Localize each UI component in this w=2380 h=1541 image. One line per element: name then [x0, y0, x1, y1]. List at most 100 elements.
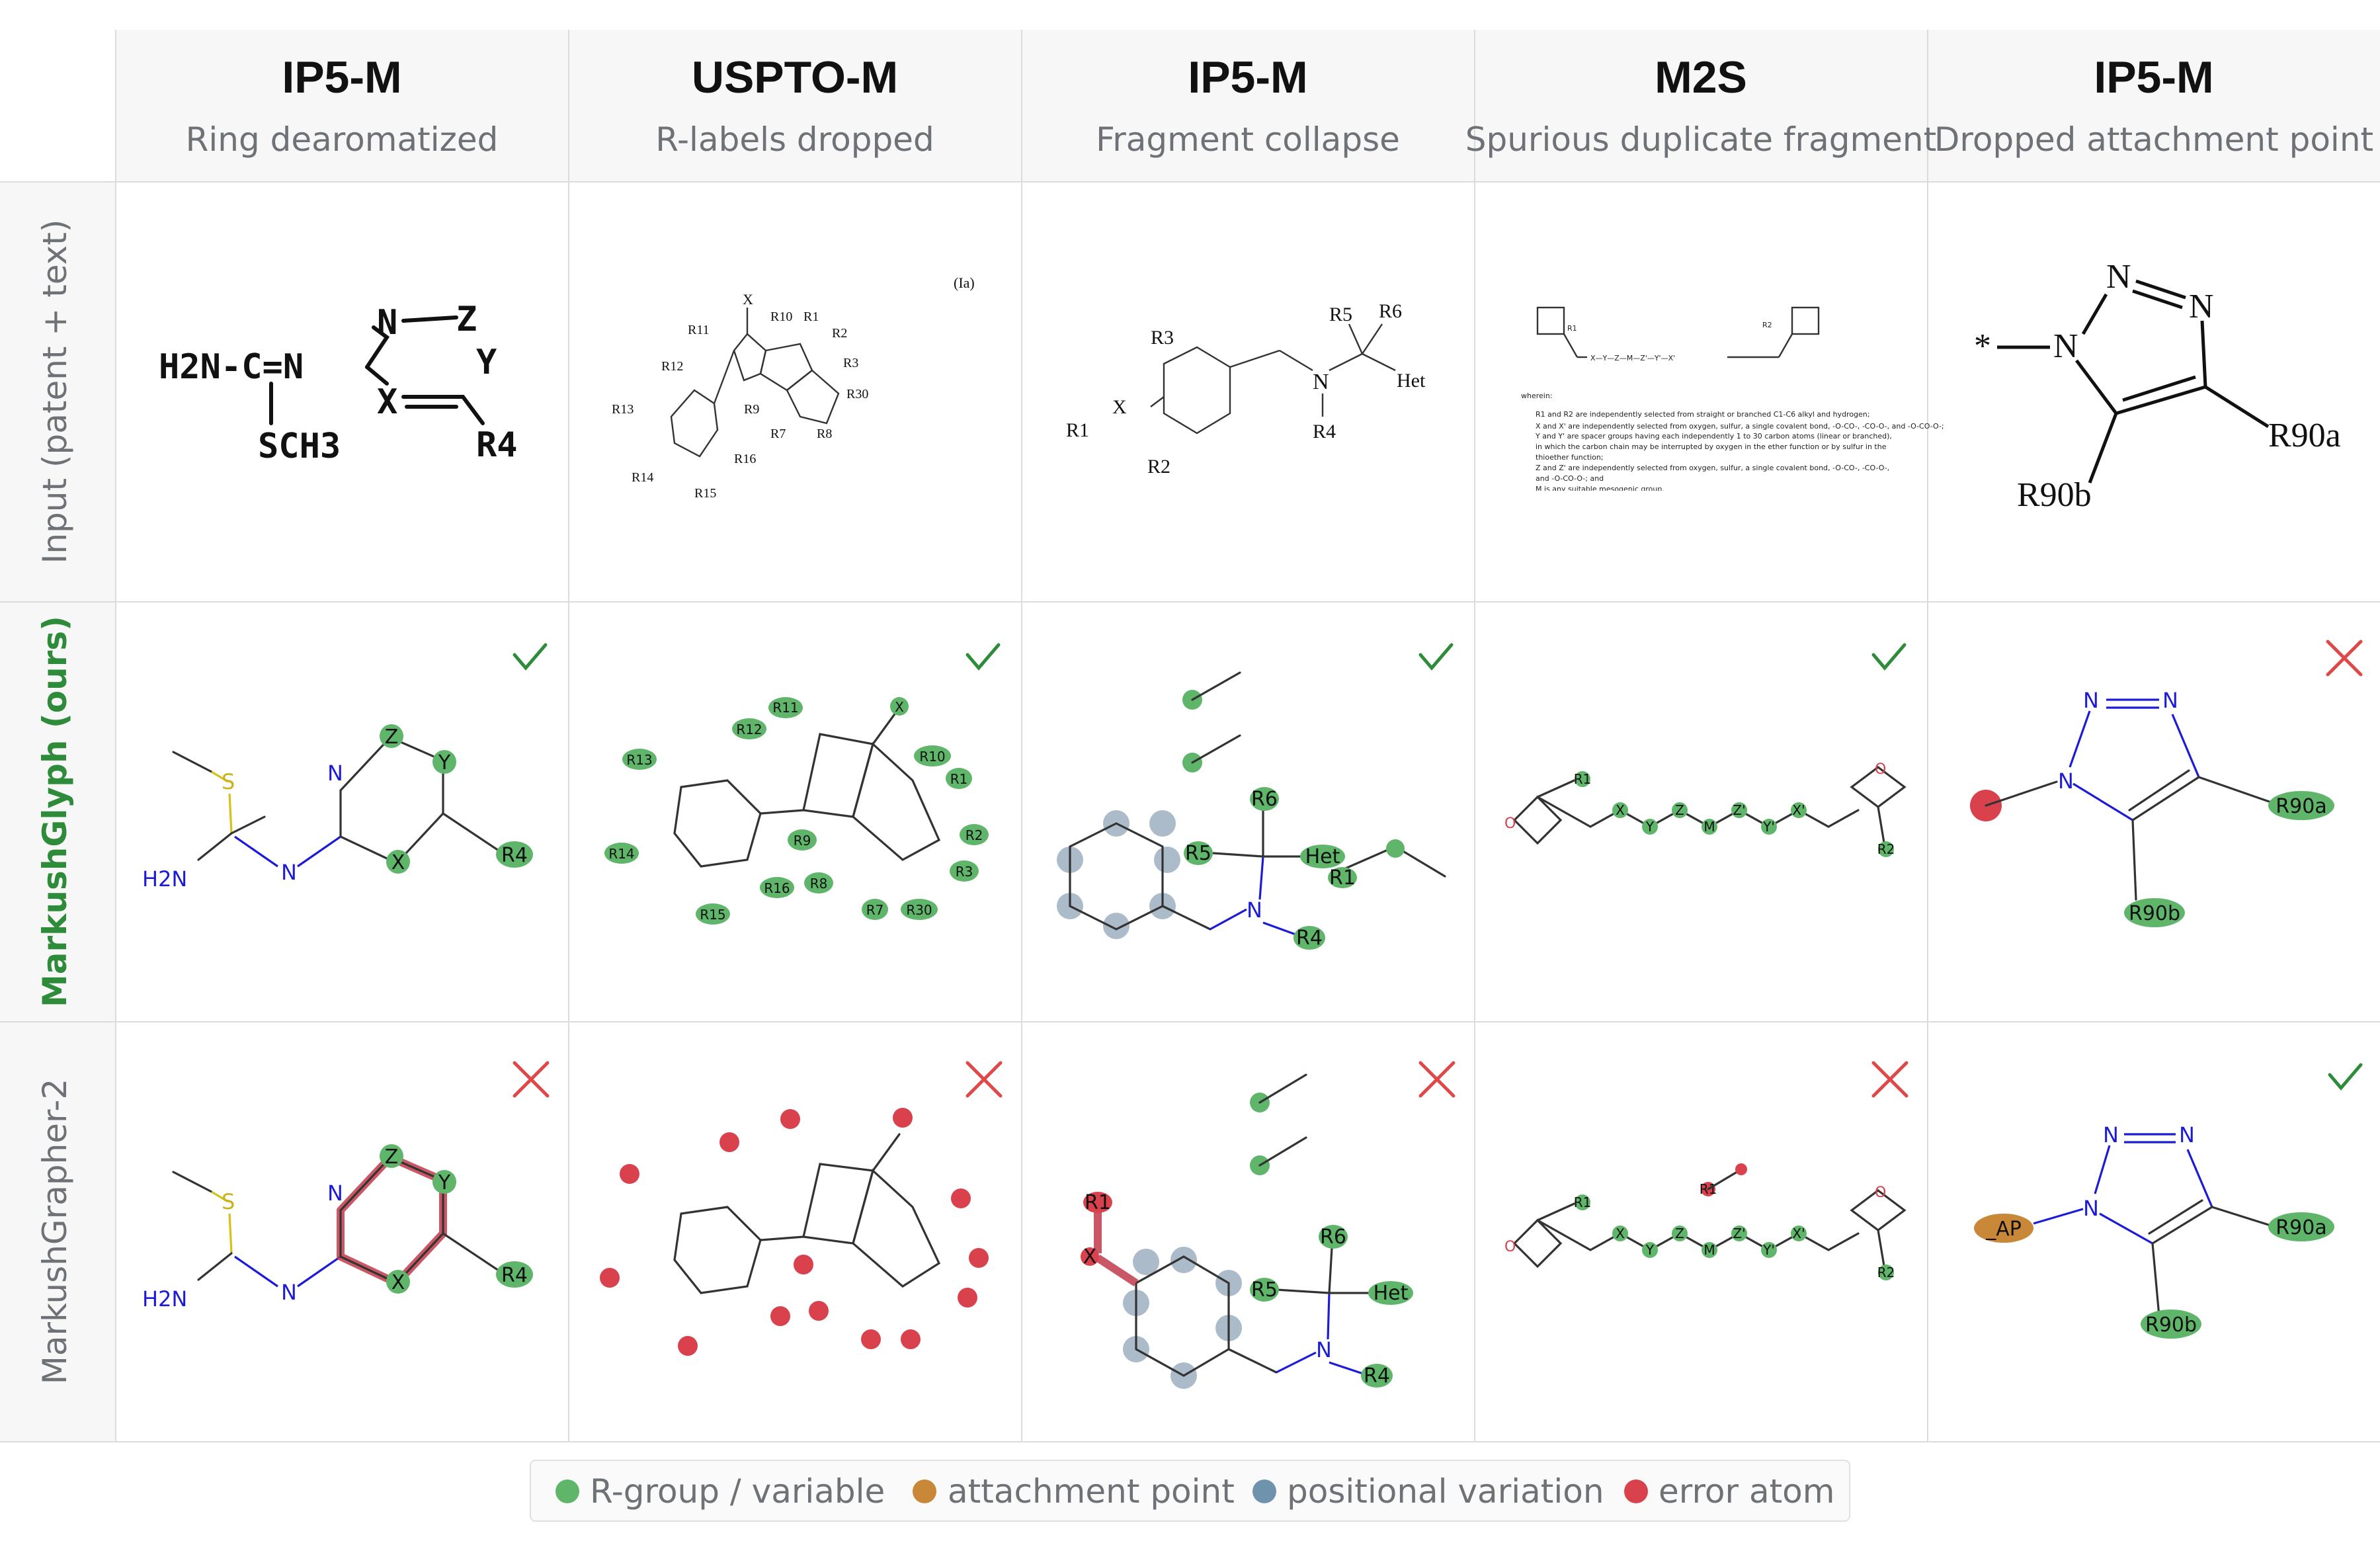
definition-2: X and X' are independently selected from…	[1536, 422, 1944, 431]
ring-n-atom: N	[327, 1181, 343, 1206]
r1-error-label: R1	[1085, 1191, 1111, 1214]
column-header-5: IP5-M Dropped attachment point	[1934, 52, 2373, 159]
legend-label-positional: positional variation	[1287, 1472, 1604, 1511]
row-label-markushgrapher2: MarkushGrapher-2	[36, 1079, 74, 1385]
r5-text: R5	[1329, 304, 1352, 325]
row-header-band	[0, 182, 116, 1442]
r7-label: R7	[866, 902, 884, 918]
z-label: Z	[1675, 802, 1684, 818]
check-icon	[1871, 643, 1907, 671]
r3-text: R3	[843, 356, 858, 370]
chain-text: X—Y—Z—M—Z'—Y'—X'	[1590, 354, 1675, 362]
z-prime-label: Z'	[1733, 1226, 1745, 1241]
r10-label: R10	[919, 749, 945, 765]
s-atom: S	[222, 1189, 235, 1214]
n-atom: N	[1316, 1337, 1332, 1362]
y-prime-label: Y'	[1762, 1242, 1775, 1258]
n1-atom: N	[2058, 769, 2074, 794]
y-label: Y	[438, 751, 451, 774]
grid-lines	[0, 30, 2380, 1442]
r3-label: R3	[956, 864, 973, 880]
x-label: X	[391, 1271, 405, 1294]
dataset-label: IP5-M	[282, 52, 401, 103]
r8-label: R8	[810, 876, 828, 892]
h2n-atom: H2N	[142, 866, 187, 892]
r-group-swatch-icon	[555, 1479, 579, 1503]
r6-label: R6	[1320, 1226, 1346, 1249]
r90a-text: R90a	[2268, 417, 2341, 454]
row-label-input: Input (patent + text)	[36, 220, 74, 564]
column-header-2: USPTO-M R-labels dropped	[655, 52, 934, 159]
amidine-text: H2N-C=N	[159, 347, 304, 387]
n1-atom: N	[2083, 1196, 2099, 1221]
markushglyph-structure-col1: S H2N N N Z Y X R4	[142, 724, 533, 892]
r5-label: R5	[1185, 842, 1211, 865]
input-structure-col1: H2N-C=N SCH3 N Z Y X R4	[159, 300, 518, 466]
ring-z-text: Z	[456, 300, 477, 339]
markushglyph-structure-col3: N R6 R5 Het R1 R4	[1057, 671, 1446, 950]
markushglyph-structure-col5: N N N R90a R90b	[1970, 688, 2334, 927]
oxygen-atom: O	[1875, 1185, 1886, 1201]
h2n-atom: H2N	[142, 1286, 187, 1312]
cross-icon	[1871, 1061, 1908, 1098]
markushgrapher2-structure-col1: S H2N N N Z Y X R4	[142, 1144, 533, 1312]
x-text: X	[743, 291, 753, 308]
r4-text: R4	[476, 425, 518, 465]
x-prime-label: X'	[1792, 1226, 1805, 1241]
r16-text: R16	[734, 452, 756, 466]
y-label: Y	[1645, 1242, 1655, 1258]
r30-label: R30	[906, 902, 932, 918]
s-atom: S	[222, 769, 235, 794]
z-label: Z	[1675, 1226, 1684, 1241]
r4-label: R4	[1364, 1364, 1390, 1388]
attachment-point-swatch-icon	[913, 1479, 936, 1503]
n2-text: N	[2106, 258, 2131, 296]
definition-5: M is any suitable mesogenic group.	[1536, 485, 1664, 491]
cross-icon	[2326, 640, 2363, 677]
dataset-label: USPTO-M	[692, 52, 898, 103]
column-header-3: IP5-M Fragment collapse	[1096, 52, 1400, 159]
r2-text: R2	[832, 326, 847, 341]
markushglyph-structure-col4: O O R1 X Y Z M Z' Y' X' R2	[1504, 761, 1907, 857]
r7-text: R7	[770, 427, 786, 441]
r90b-text: R90b	[2017, 476, 2092, 514]
attachment-point	[1974, 1214, 2033, 1243]
r1-label: R1	[950, 771, 968, 787]
r2-label: R2	[965, 827, 983, 843]
failure-label: Dropped attachment point	[1934, 120, 2373, 159]
x-label: X	[895, 699, 904, 715]
cross-icon	[1418, 1061, 1456, 1098]
het-label: Het	[1305, 845, 1340, 868]
r12-text: R12	[661, 359, 683, 374]
failure-label: Ring dearomatized	[186, 120, 499, 159]
n-text: N	[1313, 370, 1329, 394]
r4-text: R4	[1313, 421, 1336, 442]
wherein-text: wherein:	[1521, 392, 1553, 400]
dataset-label: IP5-M	[2094, 52, 2213, 103]
definition-3: Y and Y' are spacer groups having each i…	[1536, 432, 1892, 462]
check-icon	[1418, 643, 1454, 671]
failure-label: R-labels dropped	[655, 120, 934, 159]
positional-variation-swatch-icon	[1252, 1479, 1276, 1503]
y-prime-label: Y'	[1762, 819, 1775, 835]
r90b-label: R90b	[2145, 1313, 2197, 1337]
r90b-label: R90b	[2129, 902, 2180, 925]
r8-text: R8	[817, 427, 832, 441]
markushgrapher2-structure-col2	[600, 1108, 989, 1356]
markushgrapher2-structure-col3: R1 X N R6 R5 Het R4	[1081, 1073, 1413, 1389]
r1-label: R1	[1574, 1194, 1592, 1210]
failure-label: Fragment collapse	[1096, 120, 1400, 159]
r13-label: R13	[626, 752, 652, 768]
r4-label: R4	[1296, 927, 1323, 950]
legend-label-attachment: attachment point	[948, 1472, 1235, 1511]
x-label: X	[1616, 802, 1625, 818]
check-icon	[2328, 1063, 2363, 1091]
markushglyph-structure-col2: R11 X R10 R1 R2 R3 R30 R7 R8 R9 R12 R13 …	[604, 697, 989, 925]
legend-label-error: error atom	[1659, 1472, 1834, 1511]
input-structure-col3: N R3 R1 X R2 R5 R6 Het R4	[1066, 300, 1426, 478]
r1-text: R1	[1066, 419, 1089, 441]
n3-text: N	[2189, 288, 2214, 325]
positional-variation-ring	[1123, 1247, 1242, 1389]
oxygen-atom: O	[1875, 761, 1886, 778]
